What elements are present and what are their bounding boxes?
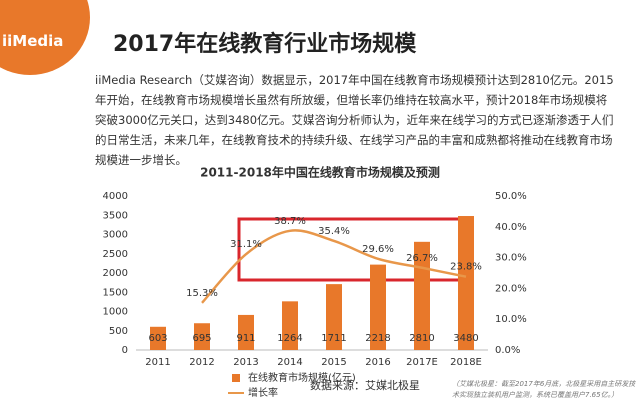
line-label: 31.1% [230, 239, 262, 250]
line-label: 23.8% [450, 262, 482, 273]
line-label: 35.4% [318, 226, 350, 237]
x-tick-label: 2017E [406, 357, 438, 368]
y-tick-label: 3500 [103, 210, 128, 221]
y2-tick-label: 10.0% [495, 314, 527, 325]
legend-label: 增长率 [248, 386, 278, 399]
bar-label: 1264 [277, 333, 302, 344]
x-tick-label: 2016 [365, 357, 390, 368]
chart-title: 2011-2018年中国在线教育市场规模及预测 [200, 165, 440, 180]
bar-label: 911 [236, 333, 255, 344]
logo: iiMedia [0, 0, 90, 75]
y2-tick-label: 20.0% [495, 283, 527, 294]
bar-label: 603 [148, 333, 167, 344]
y-tick-label: 1500 [103, 287, 128, 298]
x-tick-label: 2014 [277, 357, 302, 368]
source-note: （艾媒北极星：截至2017年6月底，北极星采用自主研发技术实现独立装机用户监测，… [452, 380, 636, 399]
legend-label: 在线教育市场规模(亿元) [248, 371, 356, 384]
y-tick-label: 2000 [103, 268, 128, 279]
y-tick-label: 500 [109, 326, 128, 337]
x-tick-label: 2011 [145, 357, 170, 368]
bar [150, 326, 166, 350]
legend-swatch [232, 374, 240, 382]
line-label: 29.6% [362, 244, 394, 255]
y-tick-label: 4000 [103, 191, 128, 202]
bar-label: 2810 [409, 333, 434, 344]
bar [282, 301, 298, 350]
line-label: 15.3% [186, 288, 218, 299]
line-label: 26.7% [406, 253, 438, 264]
x-tick-label: 2015 [321, 357, 346, 368]
source-note-box: （艾媒北极星：截至2017年6月底，北极星采用自主研发技术实现独立装机用户监测，… [452, 380, 636, 399]
paragraph: iiMedia Research（艾媒咨询）数据显示，2017年中国在线教育市场… [95, 73, 614, 167]
bar [238, 314, 254, 350]
x-tick-label: 2012 [189, 357, 214, 368]
y-tick-label: 1000 [103, 307, 128, 318]
bar-label: 1711 [321, 333, 346, 344]
line-label: 38.7% [274, 216, 306, 227]
source: 数据来源：艾媒北极星 [310, 378, 420, 392]
y-tick-label: 2500 [103, 249, 128, 260]
bar [370, 264, 386, 350]
y2-tick-label: 40.0% [495, 222, 527, 233]
y-tick-label: 0 [122, 345, 128, 356]
bar-label: 2218 [365, 333, 390, 344]
page-title: 2017年在线教育行业市场规模 [113, 32, 417, 57]
logo-text: iiMedia [2, 32, 64, 50]
bar [458, 216, 474, 350]
bar [194, 323, 210, 350]
y2-tick-label: 0.0% [495, 345, 520, 356]
y2-tick-label: 50.0% [495, 191, 527, 202]
y-tick-label: 3000 [103, 230, 128, 241]
x-tick-label: 2013 [233, 357, 258, 368]
line [201, 229, 467, 304]
bar-label: 3480 [453, 333, 478, 344]
bar [326, 284, 342, 350]
bar-label: 695 [192, 333, 211, 344]
y2-tick-label: 30.0% [495, 253, 527, 264]
x-tick-label: 2018E [450, 357, 482, 368]
